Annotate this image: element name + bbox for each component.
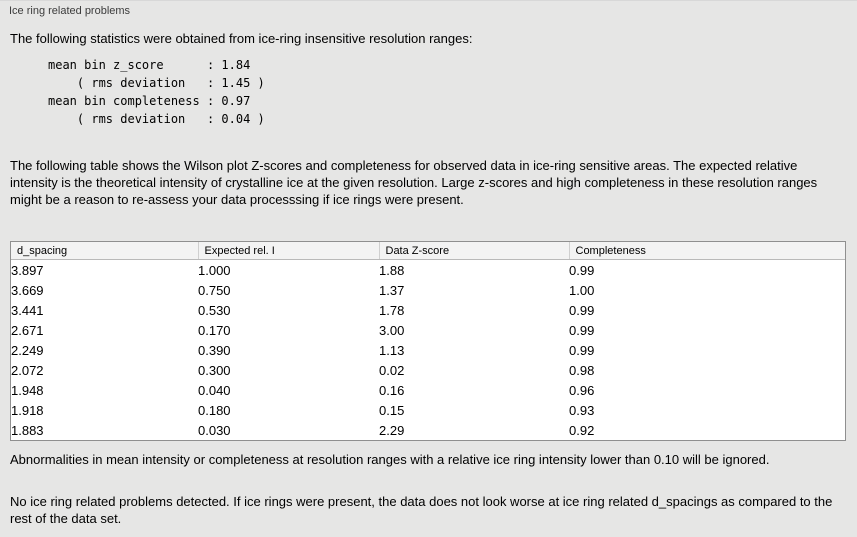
table-cell: 0.750 xyxy=(198,282,231,298)
ignore-note-text: Abnormalities in mean intensity or compl… xyxy=(10,452,770,467)
table-cell: 0.170 xyxy=(198,322,231,338)
table-cell: 0.99 xyxy=(569,342,595,358)
table-row[interactable]: 3.669 0.750 1.37 1.00 xyxy=(11,280,845,300)
ice-ring-table: d_spacing Expected rel. I Data Z-score C… xyxy=(10,241,846,441)
table-cell: 1.00 xyxy=(569,282,595,298)
table-cell: 0.040 xyxy=(198,382,231,398)
column-header-expected-rel-i[interactable]: Expected rel. I xyxy=(198,242,380,260)
table-cell: 0.99 xyxy=(569,322,595,338)
table-cell: 0.02 xyxy=(379,362,405,378)
column-header-data-z-score[interactable]: Data Z-score xyxy=(379,242,570,260)
table-body: 3.897 1.000 1.88 0.99 3.669 0.750 1.37 1.00 3.44… xyxy=(11,260,845,441)
conclusion-text: No ice ring related problems detected. I… xyxy=(10,494,833,526)
table-cell: 1.883 xyxy=(11,422,44,438)
table-cell: 0.96 xyxy=(569,382,595,398)
table-cell: 3.669 xyxy=(11,282,44,298)
table-cell: 0.030 xyxy=(198,422,231,438)
column-header-completeness[interactable]: Completeness xyxy=(569,242,845,260)
table-row[interactable]: 1.948 0.040 0.16 0.96 xyxy=(11,380,845,400)
table-row[interactable]: 1.883 0.030 2.29 0.92 xyxy=(11,420,845,440)
table-cell: 0.530 xyxy=(198,302,231,318)
table-row[interactable]: 2.671 0.170 3.00 0.99 xyxy=(11,320,845,340)
table-cell: 1.000 xyxy=(198,262,231,278)
intro-text: The following statistics were obtained f… xyxy=(10,31,473,46)
table-cell: 2.29 xyxy=(379,422,405,438)
table-row[interactable]: 1.918 0.180 0.15 0.93 xyxy=(11,400,845,420)
table-cell: 0.93 xyxy=(569,402,595,418)
panel-title: Ice ring related problems xyxy=(9,5,131,17)
table-row[interactable]: 2.072 0.300 0.02 0.98 xyxy=(11,360,845,380)
table-cell: 3.00 xyxy=(379,322,405,338)
table-row[interactable]: 3.897 1.000 1.88 0.99 xyxy=(11,260,845,281)
table-cell: 0.16 xyxy=(379,382,405,398)
stats-block: mean bin z_score : 1.84 ( rms deviation … xyxy=(48,58,265,126)
table-cell: 1.918 xyxy=(11,402,44,418)
table-row[interactable]: 3.441 0.530 1.78 0.99 xyxy=(11,300,845,320)
table-cell: 1.37 xyxy=(379,282,405,298)
table-cell: 0.390 xyxy=(198,342,231,358)
table-cell: 0.99 xyxy=(569,302,595,318)
table-cell: 0.98 xyxy=(569,362,595,378)
table-cell: 0.99 xyxy=(569,262,595,278)
table-cell: 0.300 xyxy=(198,362,231,378)
column-header-d-spacing[interactable]: d_spacing xyxy=(11,242,199,260)
table-cell: 3.441 xyxy=(11,302,44,318)
table-cell: 1.88 xyxy=(379,262,405,278)
table-cell: 1.13 xyxy=(379,342,405,358)
table-cell: 2.249 xyxy=(11,342,44,358)
table-cell: 3.897 xyxy=(11,262,44,278)
table-cell: 2.072 xyxy=(11,362,44,378)
table-cell: 0.92 xyxy=(569,422,595,438)
table-cell: 2.671 xyxy=(11,322,44,338)
table-cell: 1.78 xyxy=(379,302,405,318)
table-cell: 0.15 xyxy=(379,402,405,418)
table-cell: 0.180 xyxy=(198,402,231,418)
table-intro-text: The following table shows the Wilson plo… xyxy=(10,158,818,207)
table-cell: 1.948 xyxy=(11,382,44,398)
table-header-row: d_spacing Expected rel. I Data Z-score C… xyxy=(11,242,845,260)
table-row[interactable]: 2.249 0.390 1.13 0.99 xyxy=(11,340,845,360)
